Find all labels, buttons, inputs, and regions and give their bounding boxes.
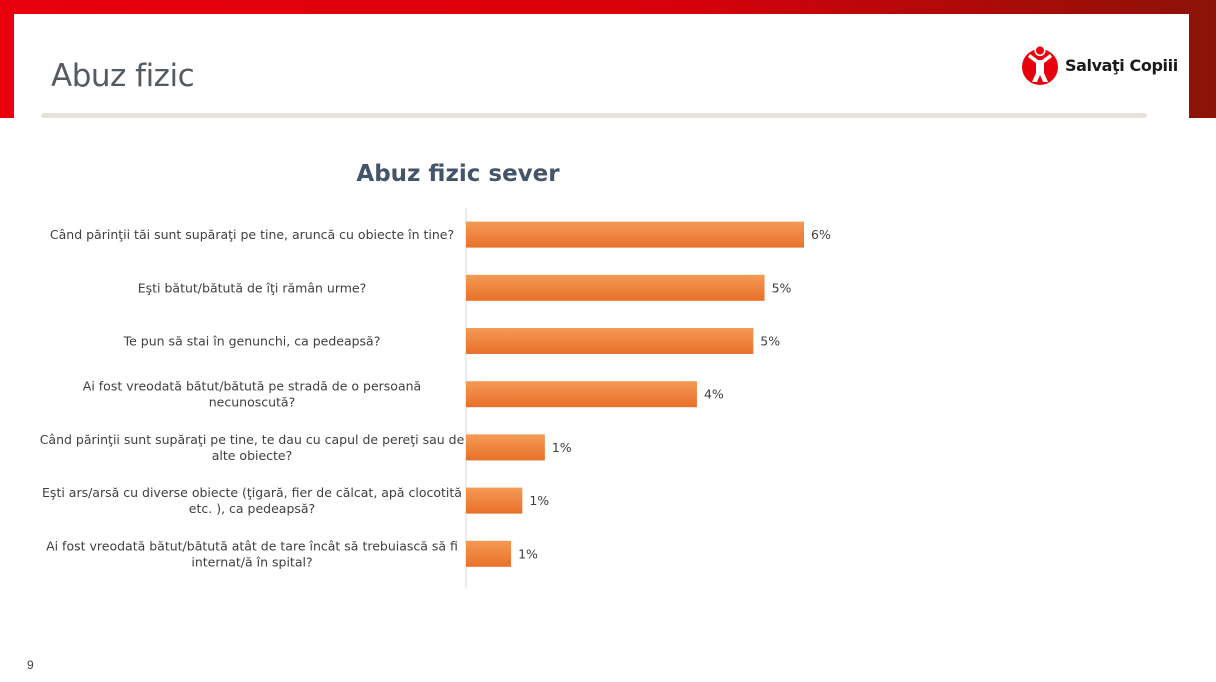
bar-4 [466,381,697,408]
category-label-line: Ai fost vreodată bătut/bătută pe stradă … [83,379,421,394]
category-label-line: Ai fost vreodată bătut/bătută atât de ta… [46,538,458,553]
category-label-line: Când părinţii sunt supăraţi pe tine, te … [40,432,465,447]
category-label-line: internat/ă în spital? [191,554,312,569]
data-label-6: 1% [529,493,549,508]
slide-title: Abuz fizic [51,58,195,94]
page-number: 9 [27,658,34,672]
category-label-line: Eşti ars/arsă cu diverse obiecte (ţigară… [42,485,462,500]
category-label-7: Ai fost vreodată bătut/bătută atât de ta… [46,538,458,569]
bar-1 [466,221,804,248]
brand-name: Salvaţi Copiii [1065,55,1178,75]
category-label-2: Eşti bătut/bătută de îţi rămân urme? [138,280,367,295]
category-label-line: alte obiecte? [212,448,293,463]
header-panel [14,14,1189,118]
category-label-4: Ai fost vreodată bătut/bătută pe stradă … [83,379,421,410]
data-label-2: 5% [772,280,792,295]
data-label-1: 6% [811,227,831,242]
data-label-4: 4% [704,387,724,402]
child-figure-icon [1022,44,1058,85]
data-label-7: 1% [518,546,538,561]
data-label-5: 1% [552,440,572,455]
category-label-line: necunoscută? [209,395,295,410]
bar-6 [466,487,523,514]
category-label-line: Când părinţii tăi sunt supăraţi pe tine,… [50,227,454,242]
category-label-line: etc. ), ca pedeapsă? [189,501,315,516]
bar-5 [466,434,545,461]
bar-3 [466,328,754,354]
title-divider [41,113,1147,118]
bar-7 [466,540,512,567]
category-label-3: Te pun să stai în genunchi, ca pedeapsă? [123,334,381,349]
brand-logo: Salvaţi Copiii [1020,44,1178,86]
category-label-line: Eşti bătut/bătută de îţi rămân urme? [138,280,367,295]
bar-2 [466,274,765,301]
category-label-6: Eşti ars/arsă cu diverse obiecte (ţigară… [42,485,462,516]
chart-title: Abuz fizic sever [356,161,560,187]
category-label-1: Când părinţii tăi sunt supăraţi pe tine,… [50,227,454,242]
category-label-line: Te pun să stai în genunchi, ca pedeapsă? [123,334,381,349]
category-label-5: Când părinţii sunt supăraţi pe tine, te … [40,432,465,463]
data-label-3: 5% [760,334,780,349]
